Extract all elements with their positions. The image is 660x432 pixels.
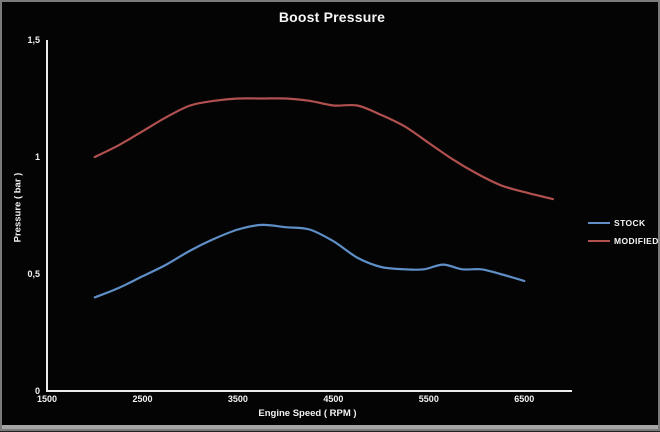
x-tick-label: 4500: [323, 394, 344, 404]
x-tick-label: 6500: [514, 394, 535, 404]
x-tick-label: 3500: [227, 394, 248, 404]
y-tick-label: 0,5: [27, 268, 40, 279]
y-tick-label: 0: [34, 385, 40, 396]
y-tick-label: 1: [34, 151, 40, 162]
x-tick-label: 2500: [132, 394, 153, 404]
axis-lines: [46, 40, 572, 392]
legend-label: MODIFIED: [614, 236, 659, 246]
legend-item-modified: MODIFIED: [588, 232, 659, 250]
legend-item-stock: STOCK: [588, 214, 658, 232]
x-tick-label: 1500: [36, 394, 58, 404]
legend: STOCK MODIFIED: [588, 214, 659, 250]
legend-label: STOCK: [614, 218, 646, 228]
legend-line-sample: [588, 240, 610, 242]
series-line-stock: [93, 223, 526, 299]
x-tick-label: 5500: [418, 394, 439, 404]
legend-line-sample: [588, 222, 610, 224]
y-tick-label: 1,5: [27, 34, 40, 45]
chart-title: Boost Pressure: [278, 9, 386, 25]
x-axis-title: Engine Speed ( RPM ): [258, 408, 357, 419]
window-bottom-edge: [2, 425, 658, 429]
y-axis-title: Pressure ( bar ): [12, 172, 24, 243]
series-line-modified: [93, 97, 554, 201]
